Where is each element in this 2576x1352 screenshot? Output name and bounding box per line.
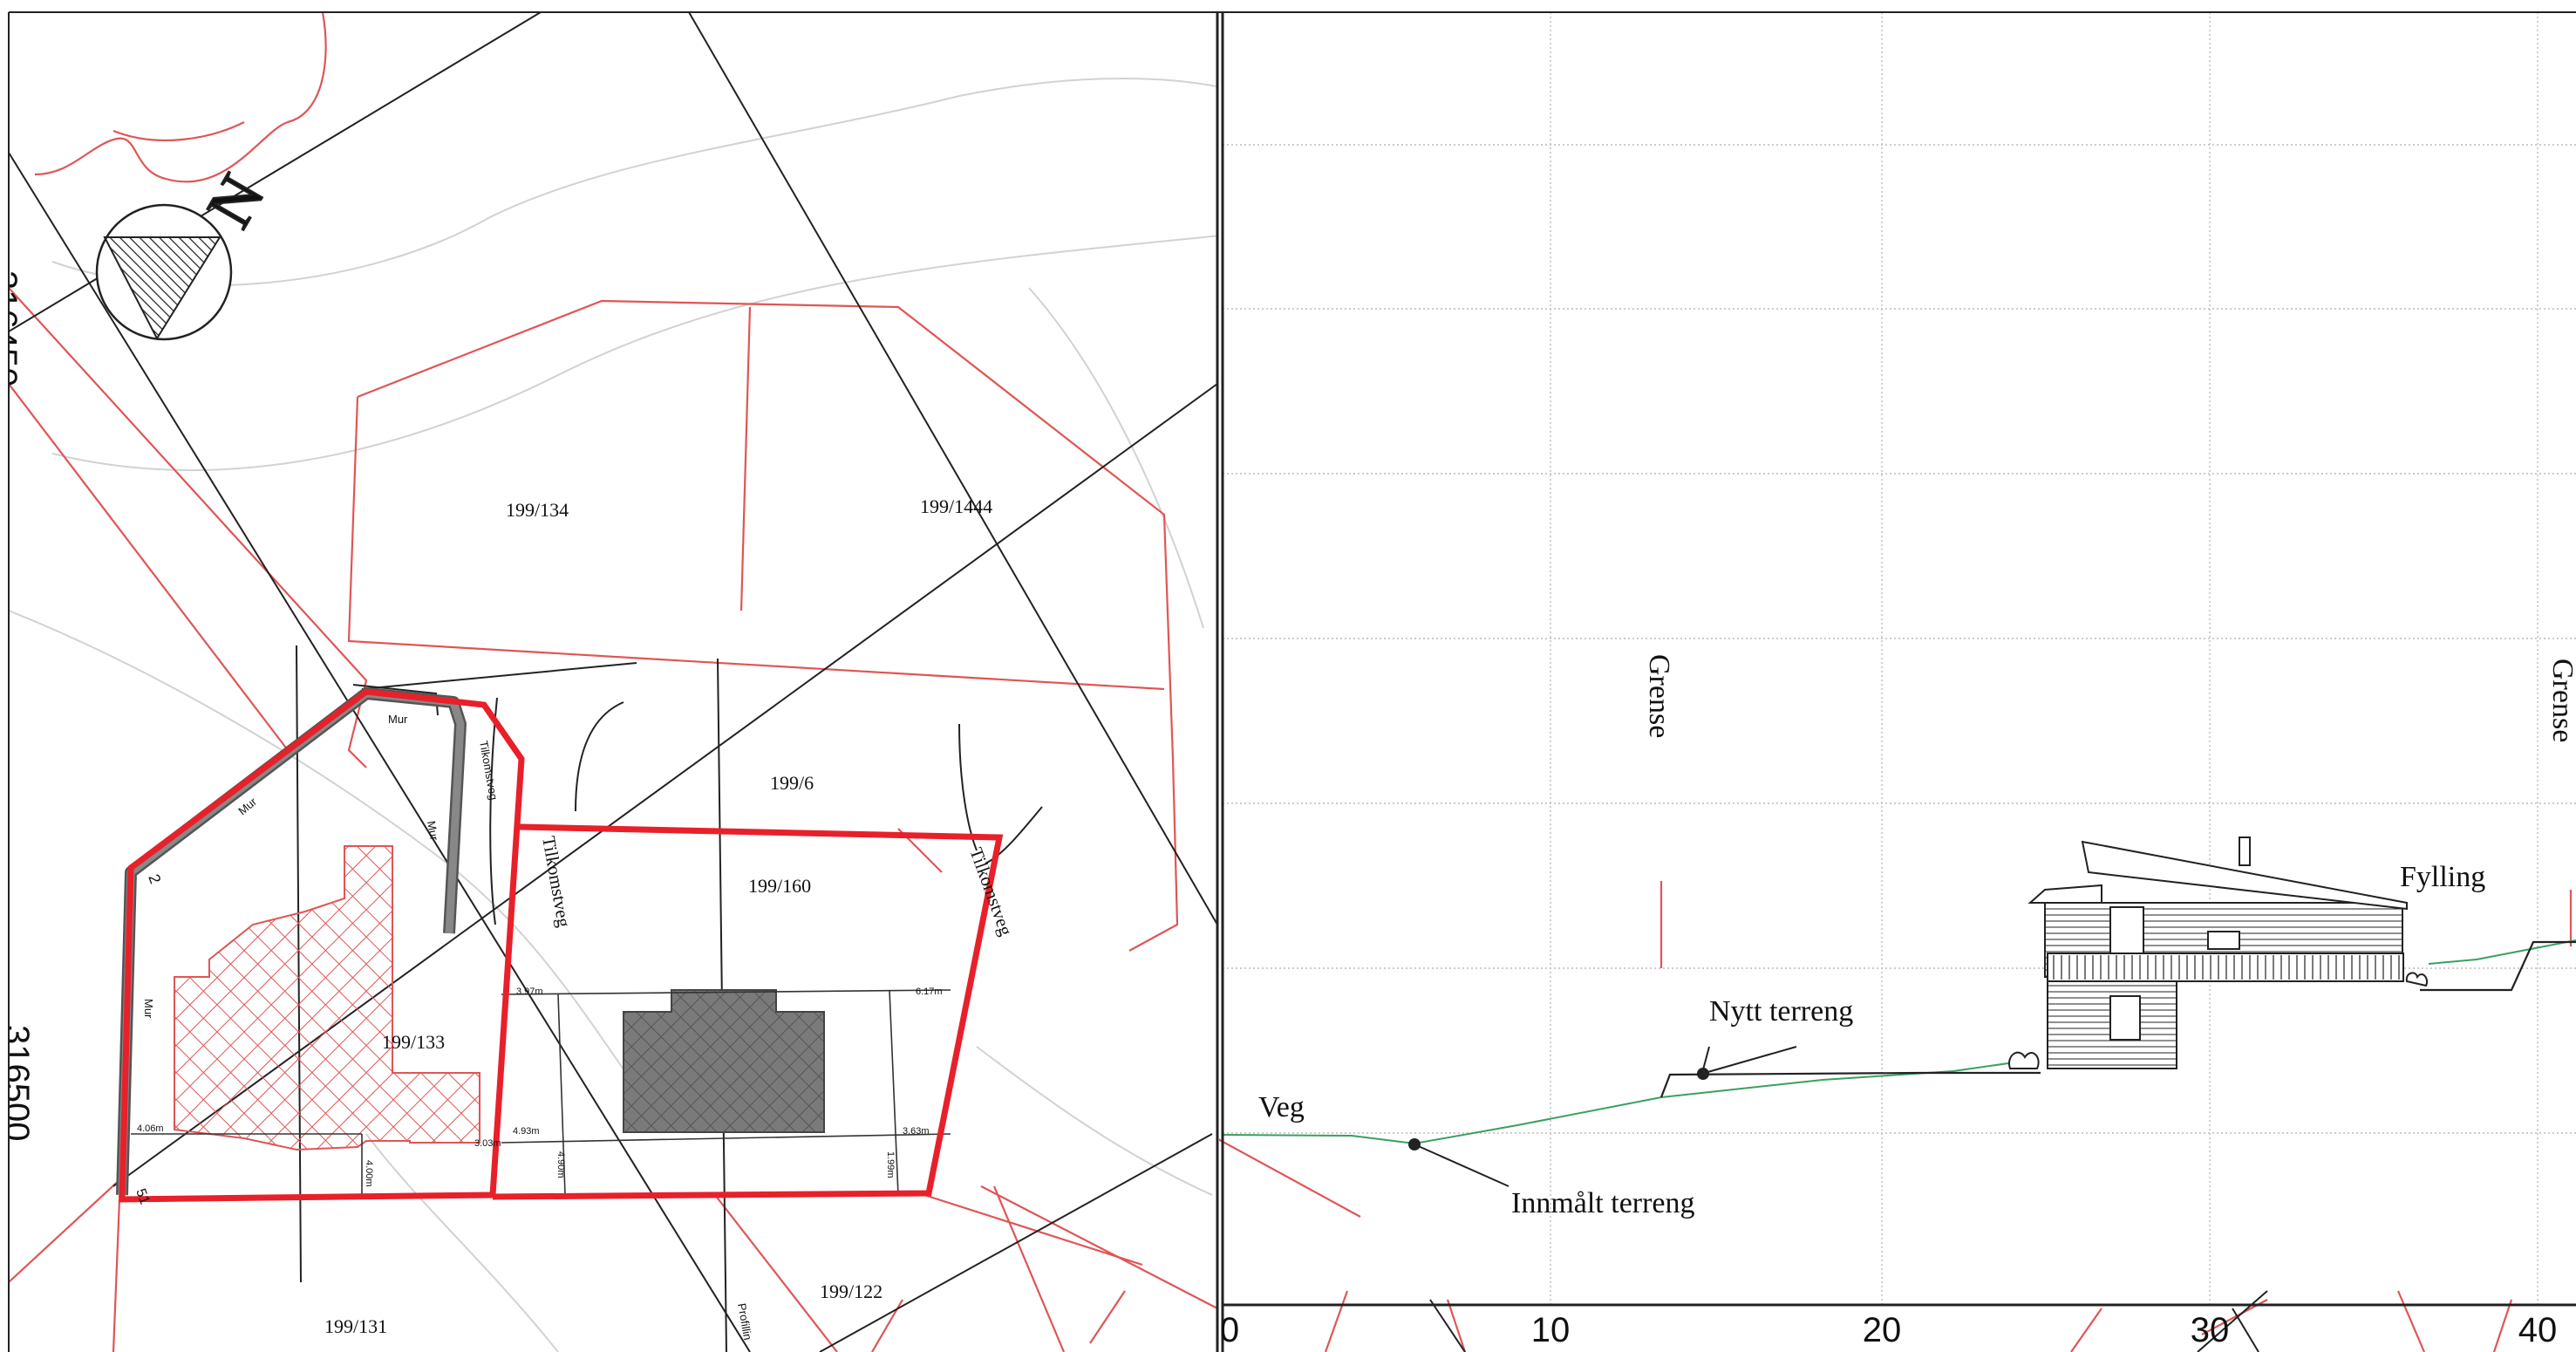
property-boundaries <box>119 688 1004 1203</box>
roof-left <box>2027 884 2102 904</box>
dimension-label: 4.06m <box>137 1123 164 1134</box>
x-tick-label: 40 <box>2518 1311 2558 1349</box>
leaders <box>1408 1046 1797 1187</box>
x-tick-label: 30 <box>2191 1311 2230 1349</box>
road-label: Veg <box>1258 1091 1305 1123</box>
new-terrain-marker <box>1697 1068 1709 1080</box>
terrain-contours <box>9 78 1217 1352</box>
wall-label: Mur <box>235 795 259 817</box>
x-tick-label: 10 <box>1531 1311 1571 1349</box>
access-road-label: Tilkomstveg <box>477 740 501 801</box>
coordinate-label: 316450 <box>0 270 24 386</box>
y-tick-label: 50 <box>1163 128 1203 167</box>
parcel-label: 199/1444 <box>920 495 992 517</box>
y-tick-label: 20 <box>1163 1116 1203 1155</box>
fill-label: Fylling <box>2400 861 2485 893</box>
terrain-line-right <box>2428 939 2576 965</box>
parcel-label: 199/131 <box>324 1315 387 1337</box>
window <box>2207 931 2240 950</box>
shrub <box>2405 972 2428 987</box>
y-tick-label: 25 <box>1163 952 1203 990</box>
roof <box>2081 840 2408 911</box>
boundary-label: Grense <box>1643 654 1675 738</box>
house-elevation <box>2008 836 2428 1069</box>
dimension-label: 6.17m <box>916 987 943 997</box>
boundary-label: Grense <box>2546 659 2576 742</box>
corner-label: 2 <box>145 872 164 886</box>
measured-terrain-line <box>1223 1062 2015 1145</box>
dimension-label: 3.03m <box>474 1138 501 1149</box>
access-road-label: Tilkomstveg <box>965 845 1017 939</box>
chimney <box>2239 836 2251 866</box>
corner-label: 51 <box>133 1187 152 1207</box>
profile-label: Profillin <box>735 1302 754 1342</box>
measured-terrain-marker <box>1408 1138 1421 1151</box>
y-tick-label: 15 <box>1163 1273 1203 1311</box>
access-road-label: Tilkomstveg <box>538 835 575 929</box>
measured-terrain-label: Innmålt terreng <box>1511 1187 1695 1219</box>
dimension-label: 3.63m <box>903 1126 930 1137</box>
dimension-label: 3.97m <box>516 987 543 997</box>
y-tick-label: 45 <box>1163 292 1203 331</box>
section-grid <box>1223 12 2576 1305</box>
x-tick-label: 20 <box>1863 1311 1902 1349</box>
x-tick-label: 0 <box>1220 1311 1239 1349</box>
y-tick-label: 30 <box>1163 787 1203 825</box>
window <box>2109 906 2144 956</box>
parcel-label: 199/6 <box>770 772 814 794</box>
new-terrain-label: Nytt terreng <box>1709 995 1853 1028</box>
section-profile: 50 45 40 35 30 25 20 15 0 10 20 30 40 Gr… <box>1163 12 2576 1352</box>
wall-label: Mur <box>142 999 155 1019</box>
parcel-label: 199/134 <box>506 499 569 521</box>
dimension-label: 1.99m <box>885 1151 896 1178</box>
wall-label: Mur <box>425 820 441 842</box>
north-arrow: N <box>95 162 280 341</box>
parcel-lines <box>9 12 1217 1352</box>
section-parcel-lines <box>1219 881 2573 1352</box>
window <box>2109 995 2141 1041</box>
y-tick-label: 40 <box>1163 457 1203 495</box>
access-road-outlines <box>352 662 1043 925</box>
new-building <box>623 989 825 1133</box>
dimension-label: 4.93m <box>513 1126 540 1137</box>
dimension-lines <box>131 989 951 1196</box>
coordinate-label: 316500 <box>0 1025 36 1141</box>
dimension-label: 4.00m <box>364 1160 374 1187</box>
dimension-label: 4.90m <box>555 1151 566 1178</box>
wall-label: Mur <box>388 713 408 726</box>
shrub <box>2008 1051 2040 1069</box>
new-terrain-line <box>1659 940 2576 1098</box>
site-plan: N 316450 316500 199/134 199/1444 199/6 1… <box>0 12 1217 1352</box>
parcel-label: 199/133 <box>382 1031 445 1053</box>
existing-building <box>174 845 480 1151</box>
section-survey-lines <box>1429 1290 2268 1352</box>
parcel-label: 199/122 <box>820 1280 883 1302</box>
parcel-label: 199/160 <box>748 875 811 897</box>
